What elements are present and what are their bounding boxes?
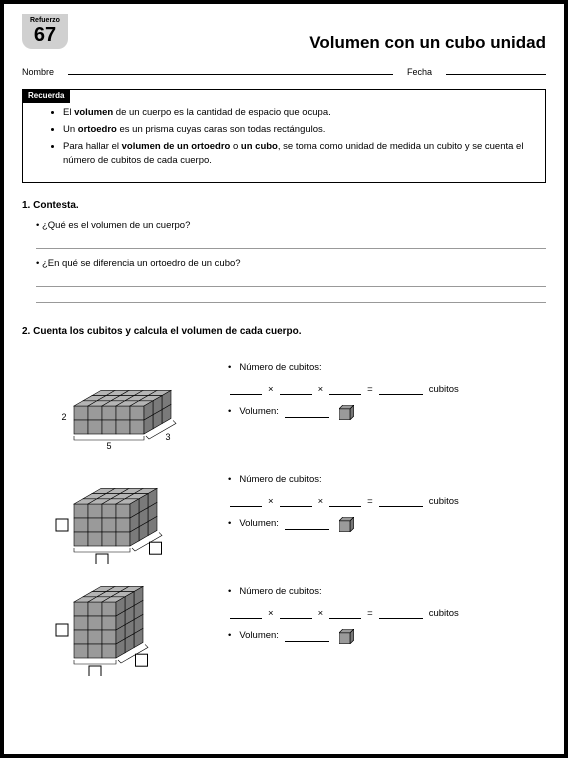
exercise-fields: •Número de cubitos: × × = cubitos •Volum… [228, 360, 546, 428]
volume-field[interactable] [285, 407, 329, 418]
name-date-row: Nombre Fecha [22, 64, 546, 79]
recall-item: Un ortoedro es un prisma cuyas caras son… [63, 123, 533, 137]
prism-figure [50, 584, 210, 676]
name-label: Nombre [22, 67, 54, 79]
answer-line[interactable] [36, 236, 546, 249]
q1-title: 1. Contesta. [22, 199, 546, 212]
recall-item: El volumen de un cuerpo es la cantidad d… [63, 106, 533, 120]
exercise-2: •Número de cubitos: × × = cubitos •Volum… [50, 472, 546, 564]
exercise-1: 2 5 3 •Número de cubitos: × × = cubitos •V… [50, 360, 546, 452]
volumen-label: Volumen: [239, 518, 279, 530]
cube-icon [339, 629, 353, 643]
q1b: • ¿En qué se diferencia un ortoedro de u… [36, 258, 546, 270]
num-cubitos-label: Número de cubitos: [239, 586, 321, 598]
num-cubitos-label: Número de cubitos: [239, 362, 321, 374]
lesson-tab: Refuerzo 67 [22, 14, 68, 49]
multiply-row[interactable]: × × = cubitos [228, 496, 546, 508]
multiply-row[interactable]: × × = cubitos [228, 608, 546, 620]
volumen-label: Volumen: [239, 406, 279, 418]
exercise-fields: •Número de cubitos: × × = cubitos •Volum… [228, 472, 546, 540]
volume-field[interactable] [285, 519, 329, 530]
answer-line[interactable] [36, 290, 546, 303]
q1a: • ¿Qué es el volumen de un cuerpo? [36, 220, 546, 232]
date-field[interactable] [446, 64, 546, 75]
name-field[interactable] [68, 64, 393, 75]
cube-icon [339, 405, 353, 419]
answer-line[interactable] [36, 274, 546, 287]
exercise-fields: •Número de cubitos: × × = cubitos •Volum… [228, 584, 546, 652]
volume-field[interactable] [285, 631, 329, 642]
recall-box: Recuerda El volumen de un cuerpo es la c… [22, 89, 546, 183]
date-label: Fecha [407, 67, 432, 79]
multiply-row[interactable]: × × = cubitos [228, 384, 546, 396]
recall-label: Recuerda [22, 89, 70, 103]
lesson-number: 67 [30, 25, 60, 45]
volumen-label: Volumen: [239, 630, 279, 642]
cube-icon [339, 517, 353, 531]
recall-item: Para hallar el volumen de un ortoedro o … [63, 140, 533, 169]
svg-text:2: 2 [61, 412, 66, 422]
svg-text:3: 3 [166, 433, 171, 443]
recall-list: El volumen de un cuerpo es la cantidad d… [63, 106, 533, 169]
prism-figure [50, 472, 210, 564]
svg-text:5: 5 [106, 441, 111, 451]
prism-figure: 2 5 3 [50, 360, 210, 452]
question-1: 1. Contesta. • ¿Qué es el volumen de un … [22, 199, 546, 304]
exercise-3: •Número de cubitos: × × = cubitos •Volum… [50, 584, 546, 676]
q2-title: 2. Cuenta los cubitos y calcula el volum… [22, 325, 546, 338]
page-title: Volumen con un cubo unidad [309, 32, 546, 54]
num-cubitos-label: Número de cubitos: [239, 474, 321, 486]
